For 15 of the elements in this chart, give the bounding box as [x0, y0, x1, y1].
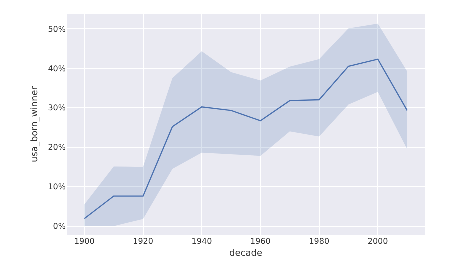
y-tick-label: 10%	[48, 182, 66, 192]
x-tick-label: 1920	[133, 237, 154, 246]
x-tick-label: 1980	[309, 237, 330, 246]
x-tick-label: 1940	[192, 237, 212, 246]
y-axis-title: usa_born_winner	[30, 86, 41, 162]
y-tick-label: 40%	[48, 64, 66, 74]
x-tick-label: 1960	[250, 237, 271, 246]
x-tick-label: 2000	[368, 237, 388, 246]
line-series	[84, 58, 408, 220]
y-tick-label: 30%	[48, 104, 66, 113]
y-tick-label: 0%	[53, 222, 66, 232]
x-axis-title: decade	[230, 248, 263, 259]
x-tick-label: 1900	[74, 237, 95, 246]
y-tick-label: 20%	[48, 143, 66, 152]
y-tick-label: 50%	[48, 24, 66, 34]
